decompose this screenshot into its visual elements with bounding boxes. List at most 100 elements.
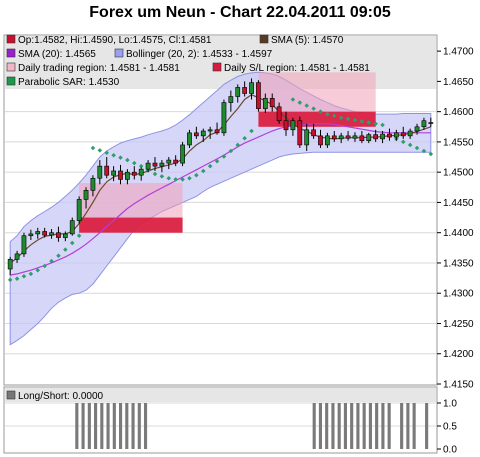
candle-body — [173, 159, 179, 164]
chart-title: Forex um Neun - Chart 22.04.2011 09:05 — [89, 4, 391, 21]
sar-dot — [414, 145, 420, 151]
candle-body — [221, 102, 227, 134]
ls-bar — [387, 403, 391, 449]
candle-body — [42, 231, 48, 236]
ls-bar — [325, 403, 329, 449]
ls-bar — [131, 403, 135, 449]
y-axis-ls: 1.0 0.5 0.0 — [437, 399, 457, 456]
ls-bar — [356, 403, 360, 449]
ls-bar — [312, 403, 316, 449]
y-tick-label: 1.4250 — [443, 319, 474, 330]
candle-body — [125, 171, 130, 180]
y-tick-label: 1.4650 — [443, 77, 474, 88]
candle-body — [414, 126, 420, 132]
ls-legend-background — [5, 388, 436, 402]
candle-body — [359, 135, 365, 142]
ls-bar — [87, 403, 91, 449]
candle-body — [111, 170, 116, 176]
candle-body — [14, 253, 20, 260]
candle-body — [118, 170, 123, 180]
sar-dot — [111, 152, 116, 158]
ls-bar — [143, 403, 148, 449]
candle-body — [69, 220, 75, 235]
ls-legend: Long/Short: 0.0000 — [6, 390, 104, 402]
sar-dot — [97, 148, 103, 153]
candle-body — [21, 235, 27, 255]
sar-dot — [35, 267, 41, 273]
candle-body — [187, 132, 192, 146]
candle-body — [331, 135, 337, 140]
candle-body — [49, 232, 54, 236]
sar-dot — [125, 157, 130, 163]
candle-body — [56, 232, 61, 238]
candle-body — [62, 233, 68, 238]
ls-bar — [94, 403, 98, 449]
legend-swatch — [212, 62, 222, 72]
candle-body — [7, 259, 13, 270]
candle-body — [276, 106, 282, 122]
y-tick-label: 1.4600 — [443, 107, 474, 118]
ls-bar — [412, 403, 416, 449]
sar-dot — [400, 139, 406, 145]
legend-swatch — [6, 390, 16, 400]
candle-body — [90, 177, 96, 191]
candle-body — [269, 98, 275, 108]
candle-body — [180, 144, 185, 164]
legend-label: Bollinger (20, 2): 1.4533 - 1.4597 — [126, 49, 273, 60]
y-axis-main: 1.4700 1.4650 1.4600 1.4550 1.4500 1.4450 1.44… — [437, 47, 474, 391]
candle-body — [345, 135, 351, 139]
candle-body — [373, 134, 379, 140]
ls-bar — [406, 403, 410, 449]
ls-bar — [81, 403, 85, 449]
ls-bar — [400, 403, 404, 449]
sar-dot — [345, 116, 351, 122]
legend-swatch — [6, 48, 16, 58]
sar-dot — [69, 240, 75, 246]
y-tick-label: 1.4350 — [443, 258, 474, 269]
candle-body — [387, 133, 392, 138]
y-tick-label: 1.4400 — [443, 228, 474, 239]
candle-body — [338, 135, 344, 140]
candle-body — [256, 82, 261, 109]
sar-dot — [421, 148, 427, 154]
candle-body — [421, 120, 427, 128]
ls-bar — [318, 403, 323, 449]
y-tick-label: 1.4300 — [443, 289, 474, 300]
candle-body — [290, 120, 296, 131]
ls-bar — [375, 403, 379, 449]
ls-bar — [337, 403, 341, 449]
sar-dot — [297, 100, 303, 105]
ls-bar — [331, 403, 335, 449]
y-tick-label: 1.4700 — [443, 47, 474, 58]
legend-label: Op:1.4582, Hi:1.4590, Lo:1.4575, Cl:1.45… — [18, 35, 212, 46]
legend-swatch — [259, 34, 269, 44]
candle-body — [262, 98, 268, 109]
candle-body — [166, 159, 172, 164]
candle-body — [249, 82, 254, 94]
candle-body — [145, 162, 151, 170]
sar-dot — [76, 233, 82, 238]
y-tick-label: 1.4150 — [443, 380, 474, 391]
legend: Op:1.4582, Hi:1.4590, Lo:1.4575, Cl:1.45… — [6, 34, 370, 88]
legend-label: Daily S/L region: 1.4581 - 1.4581 — [224, 63, 370, 74]
legend-swatch — [6, 76, 16, 86]
candle-body — [193, 132, 199, 137]
candle-body — [407, 130, 413, 137]
candle-body — [235, 87, 241, 97]
candle-body — [97, 165, 103, 179]
ls-bar — [350, 403, 354, 449]
ls-legend-label: Long/Short: 0.0000 — [18, 391, 104, 402]
daily-sl-region — [79, 217, 183, 233]
candle-body — [318, 135, 323, 146]
legend-swatch — [6, 62, 16, 72]
candle-body — [207, 129, 213, 132]
ls-bar — [362, 403, 366, 449]
candle-body — [35, 231, 41, 235]
legend-swatch — [114, 48, 124, 58]
y-tick-label: 1.0 — [443, 399, 457, 410]
candle-body — [138, 168, 144, 176]
candle-body — [200, 130, 206, 137]
candle-body — [28, 233, 34, 237]
candlesticks — [7, 78, 434, 276]
